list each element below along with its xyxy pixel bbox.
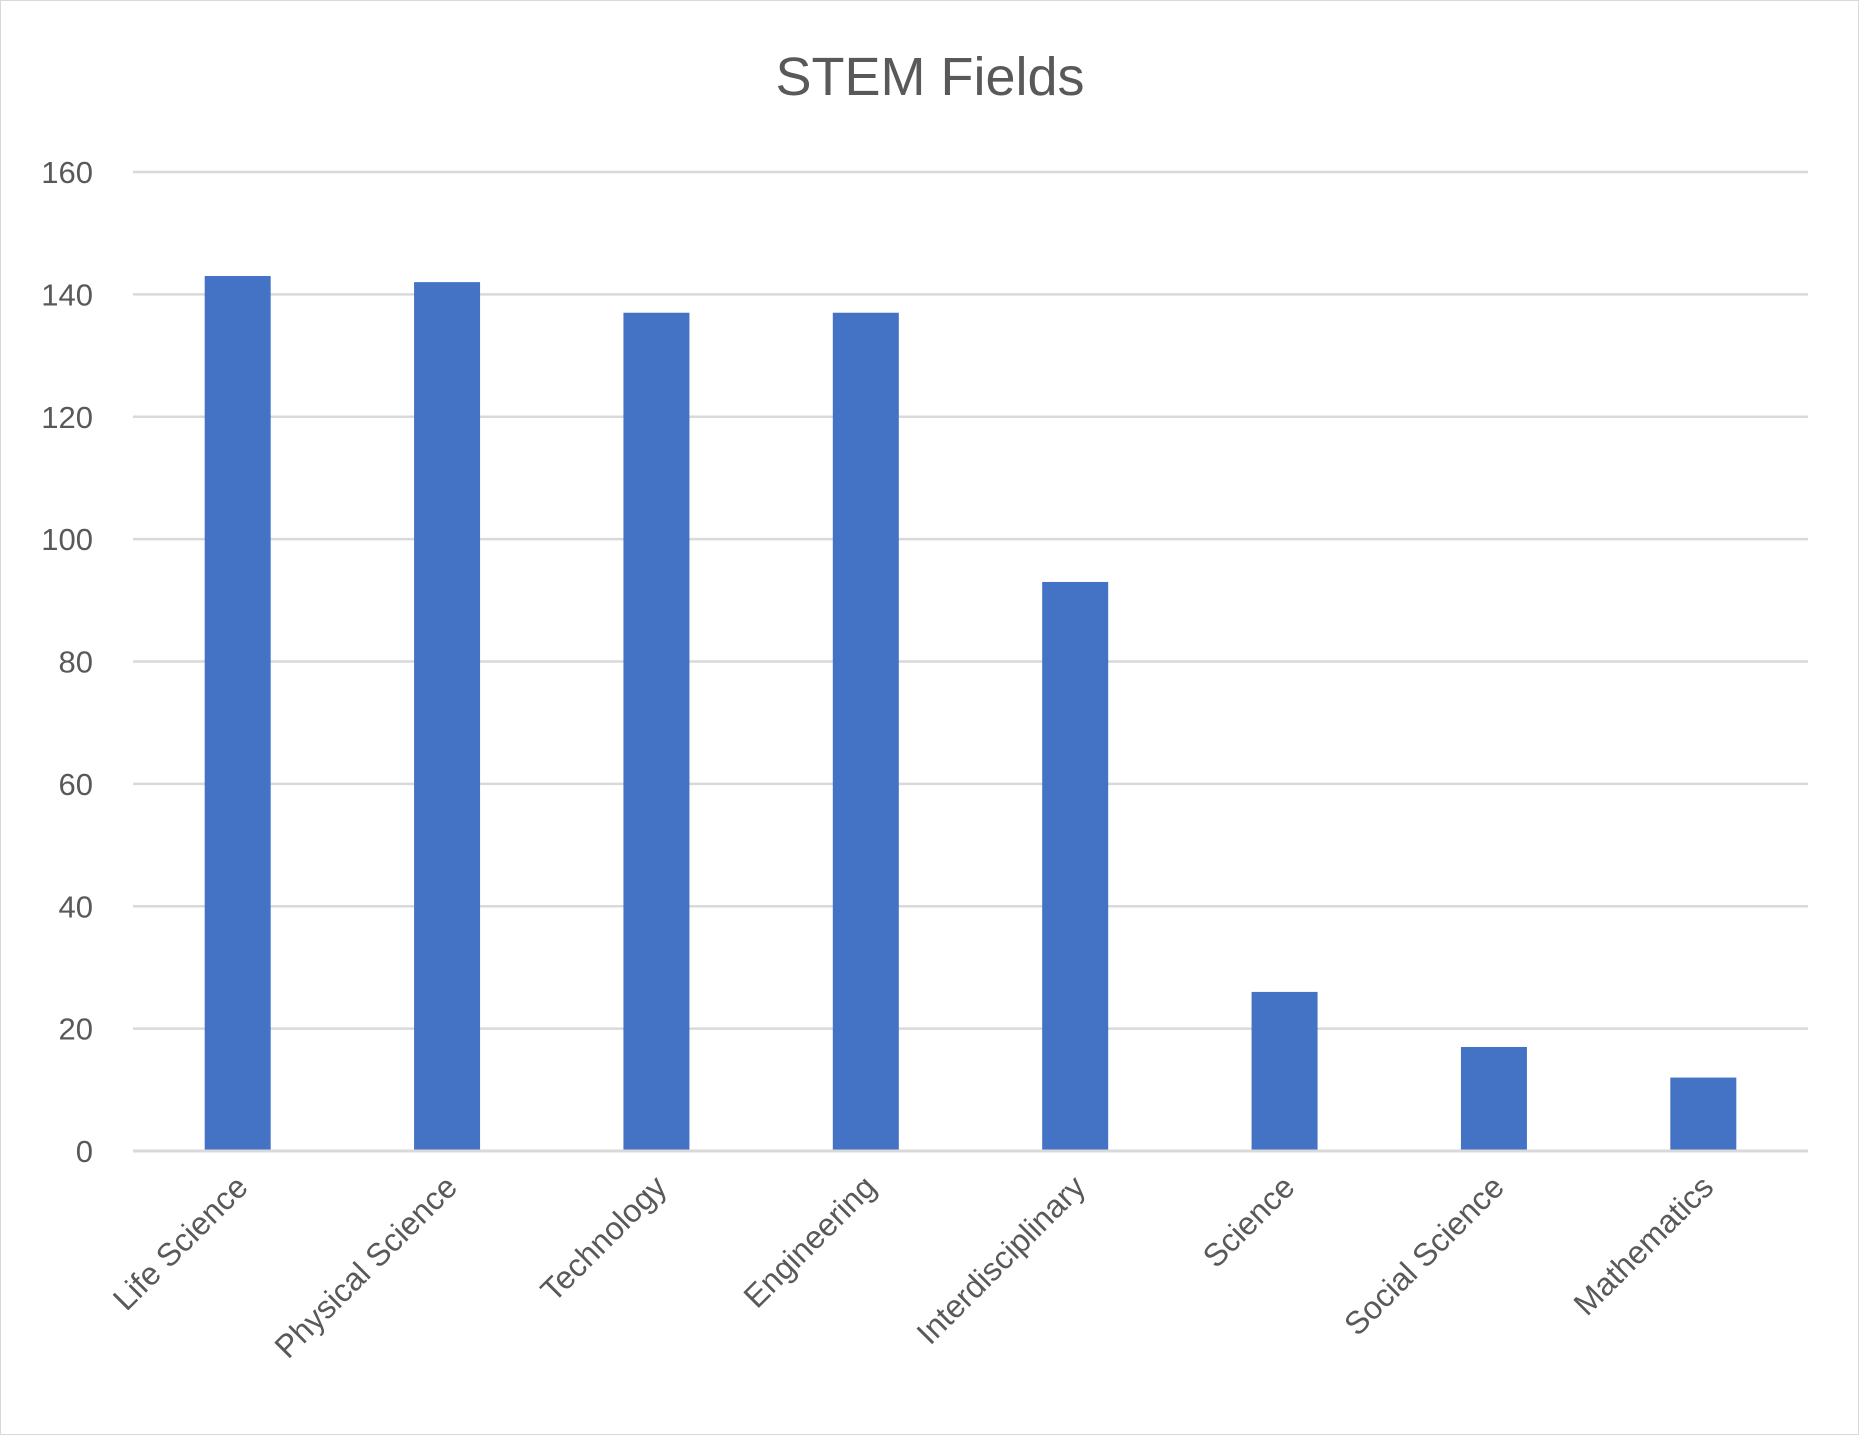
y-tick-label: 0: [76, 1134, 93, 1169]
y-tick-label: 60: [59, 767, 93, 802]
bar-life-science: [204, 276, 271, 1151]
y-axis-tick-labels: 0 20 40 60 80 100 120 140 160: [41, 155, 93, 1169]
x-category-label: Engineering: [737, 1168, 883, 1314]
x-axis-category-labels: Life Science Physical Science Technology En…: [106, 1168, 1720, 1364]
gridlines: [133, 170, 1808, 1030]
bar-social-science: [1460, 1046, 1527, 1151]
x-category-label: Physical Science: [268, 1168, 464, 1364]
x-category-label: Life Science: [106, 1168, 255, 1317]
x-category-label: Technology: [533, 1168, 673, 1308]
bars: [204, 276, 1737, 1151]
x-category-label: Interdisciplinary: [909, 1168, 1092, 1351]
y-tick-label: 100: [41, 522, 93, 557]
y-tick-label: 140: [41, 277, 93, 312]
y-tick-label: 120: [41, 400, 93, 435]
y-tick-label: 20: [59, 1012, 93, 1047]
x-category-label: Mathematics: [1567, 1168, 1721, 1322]
bar-technology: [623, 312, 690, 1151]
bar-physical-science: [414, 282, 481, 1151]
bar-mathematics: [1670, 1077, 1737, 1151]
x-category-label: Science: [1196, 1168, 1302, 1274]
y-tick-label: 160: [41, 155, 93, 190]
bar-science: [1251, 991, 1318, 1151]
x-category-label: Social Science: [1337, 1168, 1511, 1342]
y-tick-label: 40: [59, 889, 93, 924]
chart-title: STEM Fields: [775, 47, 1084, 107]
bar-engineering: [832, 312, 899, 1151]
y-tick-label: 80: [59, 645, 93, 680]
bar-interdisciplinary: [1042, 581, 1109, 1151]
